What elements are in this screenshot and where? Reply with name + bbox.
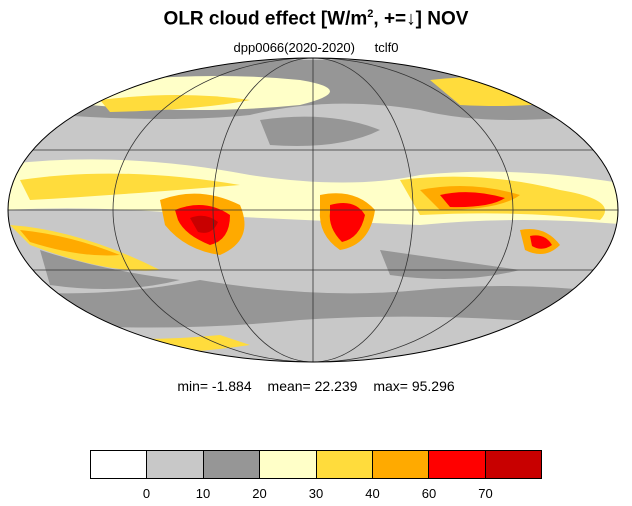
colorbar-swatch <box>91 451 148 478</box>
stat-mean: mean= 22.239 <box>267 378 358 394</box>
subtropical-patch-2 <box>380 250 520 279</box>
colorbar-swatch <box>147 451 204 478</box>
chart-title: OLR cloud effect [W/m2, +=↓] NOV <box>0 8 632 30</box>
subtropical-patch-1 <box>40 250 180 289</box>
title-rest: , +=↓] NOV <box>373 8 469 30</box>
colorbar-label: 30 <box>308 486 324 501</box>
colorbar-label: 60 <box>421 486 437 501</box>
colorbar <box>90 450 542 479</box>
colorbar-swatch <box>372 451 430 478</box>
stat-min: min= -1.884 <box>177 378 252 394</box>
maritime-red <box>530 235 552 249</box>
colorbar-swatch <box>203 451 261 478</box>
title-superscript: 2 <box>367 8 374 20</box>
variable-label: tclf0 <box>374 40 399 55</box>
amazon-darkred <box>190 215 218 233</box>
antarctic-band <box>8 316 618 362</box>
colorbar-label: 10 <box>195 486 211 501</box>
north-yellow-west <box>100 95 250 112</box>
colorbar-labels: 0 10 20 30 40 60 70 <box>90 486 542 504</box>
subtropical-patch-3 <box>260 116 380 146</box>
title-text: OLR cloud effect [W/m <box>163 8 368 30</box>
colorbar-label: 40 <box>365 486 380 501</box>
colorbar-swatch <box>260 451 317 478</box>
globe-outline <box>7 57 619 363</box>
graticule <box>8 58 618 362</box>
itcz-pacific <box>20 173 240 200</box>
map-field <box>8 58 618 362</box>
colorbar-label: 20 <box>252 486 267 501</box>
spcz-orange <box>20 230 120 256</box>
stats-line: min= -1.884 mean= 22.239 max= 95.296 <box>0 378 632 394</box>
experiment-label: dpp0066(2020-2020) <box>233 40 355 55</box>
colorbar-label: 70 <box>478 486 493 501</box>
warm-pool-red <box>440 192 505 208</box>
colorbar-label: 0 <box>142 486 151 501</box>
colorbar-swatch <box>316 451 373 478</box>
stat-max: max= 95.296 <box>373 378 455 394</box>
colorbar-swatch <box>485 451 541 478</box>
congo-red <box>329 202 365 242</box>
colorbar-swatch <box>429 451 486 478</box>
chart-subtitle: dpp0066(2020-2020) tclf0 <box>0 40 632 55</box>
world-map <box>7 57 619 363</box>
